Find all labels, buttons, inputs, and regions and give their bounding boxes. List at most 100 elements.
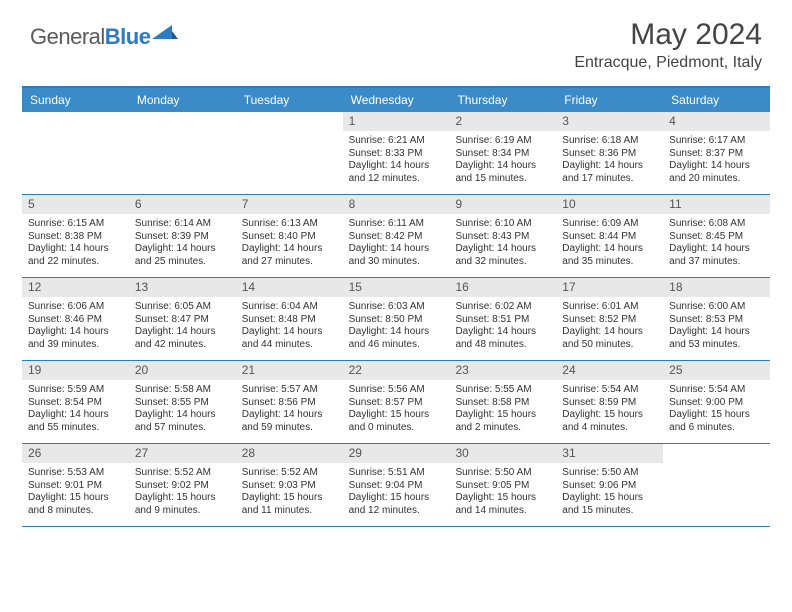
day-cell: 29Sunrise: 5:51 AMSunset: 9:04 PMDayligh… — [343, 444, 450, 526]
weekday-monday: Monday — [129, 88, 236, 112]
day-number: 14 — [236, 278, 343, 297]
day-body: Sunrise: 6:02 AMSunset: 8:51 PMDaylight:… — [449, 299, 556, 355]
day-number: 24 — [556, 361, 663, 380]
day-cell: 21Sunrise: 5:57 AMSunset: 8:56 PMDayligh… — [236, 361, 343, 443]
sunrise-text: Sunrise: 5:57 AM — [242, 384, 337, 397]
day-number: 18 — [663, 278, 770, 297]
day-number: 31 — [556, 444, 663, 463]
daylight-text: Daylight: 14 hours and 32 minutes. — [455, 243, 550, 268]
day-body: Sunrise: 5:54 AMSunset: 8:59 PMDaylight:… — [556, 382, 663, 438]
day-body: Sunrise: 6:10 AMSunset: 8:43 PMDaylight:… — [449, 216, 556, 272]
sunset-text: Sunset: 8:48 PM — [242, 314, 337, 327]
sunset-text: Sunset: 9:03 PM — [242, 480, 337, 493]
sunrise-text: Sunrise: 5:59 AM — [28, 384, 123, 397]
sunrise-text: Sunrise: 5:56 AM — [349, 384, 444, 397]
day-number: 25 — [663, 361, 770, 380]
sunrise-text: Sunrise: 5:52 AM — [242, 467, 337, 480]
sunset-text: Sunset: 9:05 PM — [455, 480, 550, 493]
sunrise-text: Sunrise: 5:50 AM — [562, 467, 657, 480]
sunrise-text: Sunrise: 6:04 AM — [242, 301, 337, 314]
day-body: Sunrise: 5:50 AMSunset: 9:05 PMDaylight:… — [449, 465, 556, 521]
day-cell: 1 Sunrise: 6:21 AMSunset: 8:33 PMDaylight… — [343, 112, 450, 194]
day-number: 8 — [343, 195, 450, 214]
day-body: Sunrise: 6:13 AMSunset: 8:40 PMDaylight:… — [236, 216, 343, 272]
sunset-text: Sunset: 9:06 PM — [562, 480, 657, 493]
day-body: Sunrise: 5:52 AMSunset: 9:03 PMDaylight:… — [236, 465, 343, 521]
day-body: Sunrise: 6:21 AMSunset: 8:33 PMDaylight:… — [343, 133, 450, 189]
sunrise-text: Sunrise: 6:03 AM — [349, 301, 444, 314]
sunset-text: Sunset: 8:51 PM — [455, 314, 550, 327]
sunset-text: Sunset: 8:40 PM — [242, 231, 337, 244]
day-number: 1 — [343, 112, 450, 131]
day-number: 3 — [556, 112, 663, 131]
sunset-text: Sunset: 8:47 PM — [135, 314, 230, 327]
day-body: Sunrise: 6:19 AMSunset: 8:34 PMDaylight:… — [449, 133, 556, 189]
sunrise-text: Sunrise: 6:14 AM — [135, 218, 230, 231]
day-number: 19 — [22, 361, 129, 380]
sunrise-text: Sunrise: 6:09 AM — [562, 218, 657, 231]
weekday-wednesday: Wednesday — [343, 88, 450, 112]
day-cell: 15Sunrise: 6:03 AMSunset: 8:50 PMDayligh… — [343, 278, 450, 360]
day-number: 13 — [129, 278, 236, 297]
day-number: 6 — [129, 195, 236, 214]
sunrise-text: Sunrise: 5:52 AM — [135, 467, 230, 480]
daylight-text: Daylight: 14 hours and 39 minutes. — [28, 326, 123, 351]
day-cell: 3 Sunrise: 6:18 AMSunset: 8:36 PMDaylight… — [556, 112, 663, 194]
day-body: Sunrise: 6:08 AMSunset: 8:45 PMDaylight:… — [663, 216, 770, 272]
day-cell: 11Sunrise: 6:08 AMSunset: 8:45 PMDayligh… — [663, 195, 770, 277]
daylight-text: Daylight: 15 hours and 6 minutes. — [669, 409, 764, 434]
daylight-text: Daylight: 15 hours and 11 minutes. — [242, 492, 337, 517]
sunset-text: Sunset: 9:01 PM — [28, 480, 123, 493]
day-number: 26 — [22, 444, 129, 463]
sunrise-text: Sunrise: 6:19 AM — [455, 135, 550, 148]
day-body: Sunrise: 6:14 AMSunset: 8:39 PMDaylight:… — [129, 216, 236, 272]
day-number: 23 — [449, 361, 556, 380]
sunset-text: Sunset: 8:37 PM — [669, 148, 764, 161]
week-row: 1 Sunrise: 6:21 AMSunset: 8:33 PMDaylight… — [22, 112, 770, 195]
weekday-friday: Friday — [556, 88, 663, 112]
weekday-sunday: Sunday — [22, 88, 129, 112]
day-cell: 23Sunrise: 5:55 AMSunset: 8:58 PMDayligh… — [449, 361, 556, 443]
day-body: Sunrise: 5:56 AMSunset: 8:57 PMDaylight:… — [343, 382, 450, 438]
sunset-text: Sunset: 8:59 PM — [562, 397, 657, 410]
daylight-text: Daylight: 14 hours and 57 minutes. — [135, 409, 230, 434]
daylight-text: Daylight: 14 hours and 17 minutes. — [562, 160, 657, 185]
day-cell: 16Sunrise: 6:02 AMSunset: 8:51 PMDayligh… — [449, 278, 556, 360]
day-cell — [22, 112, 129, 194]
daylight-text: Daylight: 14 hours and 22 minutes. — [28, 243, 123, 268]
weekday-header-row: SundayMondayTuesdayWednesdayThursdayFrid… — [22, 88, 770, 112]
day-cell: 25Sunrise: 5:54 AMSunset: 9:00 PMDayligh… — [663, 361, 770, 443]
day-cell: 12Sunrise: 6:06 AMSunset: 8:46 PMDayligh… — [22, 278, 129, 360]
calendar: SundayMondayTuesdayWednesdayThursdayFrid… — [22, 86, 770, 527]
day-cell: 9Sunrise: 6:10 AMSunset: 8:43 PMDaylight… — [449, 195, 556, 277]
day-body: Sunrise: 6:05 AMSunset: 8:47 PMDaylight:… — [129, 299, 236, 355]
day-body: Sunrise: 5:52 AMSunset: 9:02 PMDaylight:… — [129, 465, 236, 521]
day-body: Sunrise: 5:53 AMSunset: 9:01 PMDaylight:… — [22, 465, 129, 521]
daylight-text: Daylight: 15 hours and 9 minutes. — [135, 492, 230, 517]
sunrise-text: Sunrise: 5:54 AM — [562, 384, 657, 397]
sunrise-text: Sunrise: 6:13 AM — [242, 218, 337, 231]
sunset-text: Sunset: 8:56 PM — [242, 397, 337, 410]
day-number: 10 — [556, 195, 663, 214]
day-cell: 20Sunrise: 5:58 AMSunset: 8:55 PMDayligh… — [129, 361, 236, 443]
sunset-text: Sunset: 8:52 PM — [562, 314, 657, 327]
day-cell: 7 Sunrise: 6:13 AMSunset: 8:40 PMDaylight… — [236, 195, 343, 277]
sunrise-text: Sunrise: 5:50 AM — [455, 467, 550, 480]
daylight-text: Daylight: 14 hours and 42 minutes. — [135, 326, 230, 351]
daylight-text: Daylight: 14 hours and 37 minutes. — [669, 243, 764, 268]
title-block: May 2024 Entracque, Piedmont, Italy — [574, 18, 762, 72]
day-number: 20 — [129, 361, 236, 380]
day-cell: 28Sunrise: 5:52 AMSunset: 9:03 PMDayligh… — [236, 444, 343, 526]
sunrise-text: Sunrise: 6:18 AM — [562, 135, 657, 148]
sunset-text: Sunset: 8:36 PM — [562, 148, 657, 161]
daylight-text: Daylight: 14 hours and 46 minutes. — [349, 326, 444, 351]
day-number: 7 — [236, 195, 343, 214]
daylight-text: Daylight: 14 hours and 30 minutes. — [349, 243, 444, 268]
daylight-text: Daylight: 14 hours and 44 minutes. — [242, 326, 337, 351]
sunrise-text: Sunrise: 6:08 AM — [669, 218, 764, 231]
sunrise-text: Sunrise: 6:01 AM — [562, 301, 657, 314]
daylight-text: Daylight: 14 hours and 27 minutes. — [242, 243, 337, 268]
week-row: 19Sunrise: 5:59 AMSunset: 8:54 PMDayligh… — [22, 361, 770, 444]
daylight-text: Daylight: 15 hours and 4 minutes. — [562, 409, 657, 434]
sunset-text: Sunset: 8:34 PM — [455, 148, 550, 161]
